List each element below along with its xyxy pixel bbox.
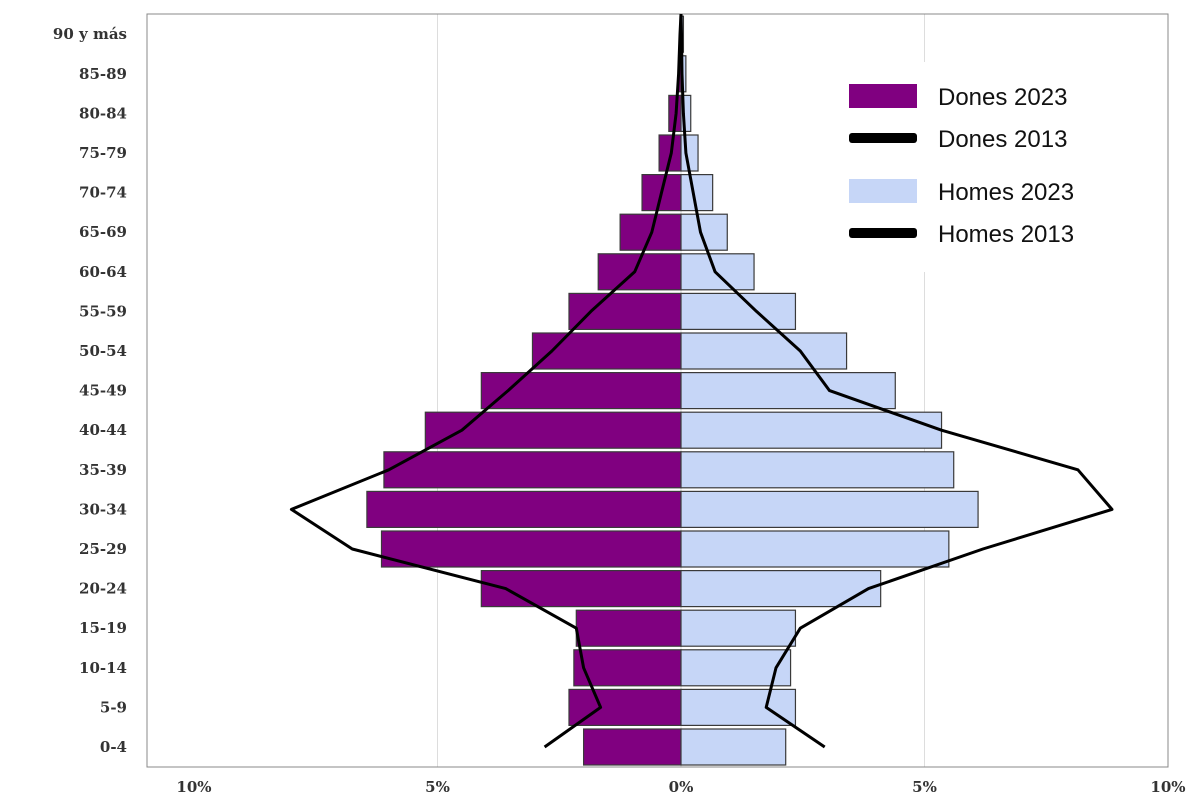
category-label: 20-24: [79, 580, 127, 598]
x-tick-label: 0%: [669, 778, 694, 796]
x-tick-label: 10%: [176, 778, 211, 796]
category-label: 15-19: [79, 619, 127, 637]
category-label: 70-74: [79, 184, 127, 202]
bar-dones-2023: [480, 569, 682, 608]
bar-homes-2023: [680, 569, 882, 608]
line-dones-2013: [289, 13, 683, 749]
category-label: 0-4: [100, 738, 127, 756]
bar-homes-2023: [680, 609, 797, 647]
bar-dones-2023: [582, 728, 682, 766]
plot-area-frame: [146, 13, 1169, 768]
category-label: 90 y más: [53, 25, 127, 43]
category-label: 85-89: [79, 65, 127, 83]
bar-dones-2023: [480, 372, 682, 410]
category-label: 60-64: [79, 263, 127, 281]
category-label: 35-39: [79, 461, 127, 479]
category-label: 55-59: [79, 302, 127, 320]
bar-homes-2023: [680, 688, 797, 727]
category-label: 75-79: [79, 144, 127, 162]
bar-dones-2023: [366, 490, 682, 528]
legend-label: Dones 2013: [938, 126, 1067, 153]
bar-homes-2023: [680, 253, 755, 291]
bar-homes-2023: [680, 332, 848, 370]
bar-homes-2023: [680, 728, 787, 766]
bar-dones-2023: [383, 451, 682, 489]
x-tick-labels: 10% 5% 0% 5% 10%: [176, 778, 1185, 796]
category-label: 5-9: [100, 698, 127, 716]
bar-dones-2023: [575, 609, 682, 647]
legend-swatch: [849, 228, 917, 238]
bar-homes-2023: [680, 530, 950, 568]
legend-label: Dones 2023: [938, 84, 1067, 111]
category-label: 45-49: [79, 382, 127, 400]
bar-homes-2023: [680, 451, 955, 489]
category-label: 40-44: [79, 421, 127, 439]
bar-dones-2023: [380, 530, 682, 568]
bar-dones-2023: [568, 688, 682, 727]
bar-dones-2023: [568, 292, 682, 330]
legend-label: Homes 2013: [938, 221, 1074, 248]
line-homes-2013: [679, 13, 1114, 749]
legend-swatch: [849, 133, 917, 143]
legend: Dones 2023 Dones 2013 Homes 2023 Homes 2013: [836, 62, 1096, 272]
x-tick-label: 5%: [425, 778, 450, 796]
bar-homes-2023: [680, 490, 979, 528]
bar-dones-2023: [424, 411, 682, 449]
legend-label: Homes 2023: [938, 179, 1074, 206]
lines-layer: [289, 13, 1114, 749]
category-label: 50-54: [79, 342, 127, 360]
legend-swatch: [849, 84, 917, 108]
legend-swatch: [849, 179, 917, 203]
category-labels: 0-4 5-9 10-14 15-19 20-24 25-29 30-34 35-39 40-4…: [53, 25, 127, 756]
category-label: 65-69: [79, 223, 127, 241]
category-label: 10-14: [79, 659, 127, 677]
category-label: 25-29: [79, 540, 127, 558]
x-tick-label: 5%: [912, 778, 937, 796]
x-tick-label: 10%: [1150, 778, 1185, 796]
bar-dones-2023: [531, 332, 682, 370]
bar-homes-2023: [680, 292, 797, 330]
bar-homes-2023: [680, 411, 943, 449]
category-label: 30-34: [79, 500, 127, 518]
category-label: 80-84: [79, 104, 127, 122]
